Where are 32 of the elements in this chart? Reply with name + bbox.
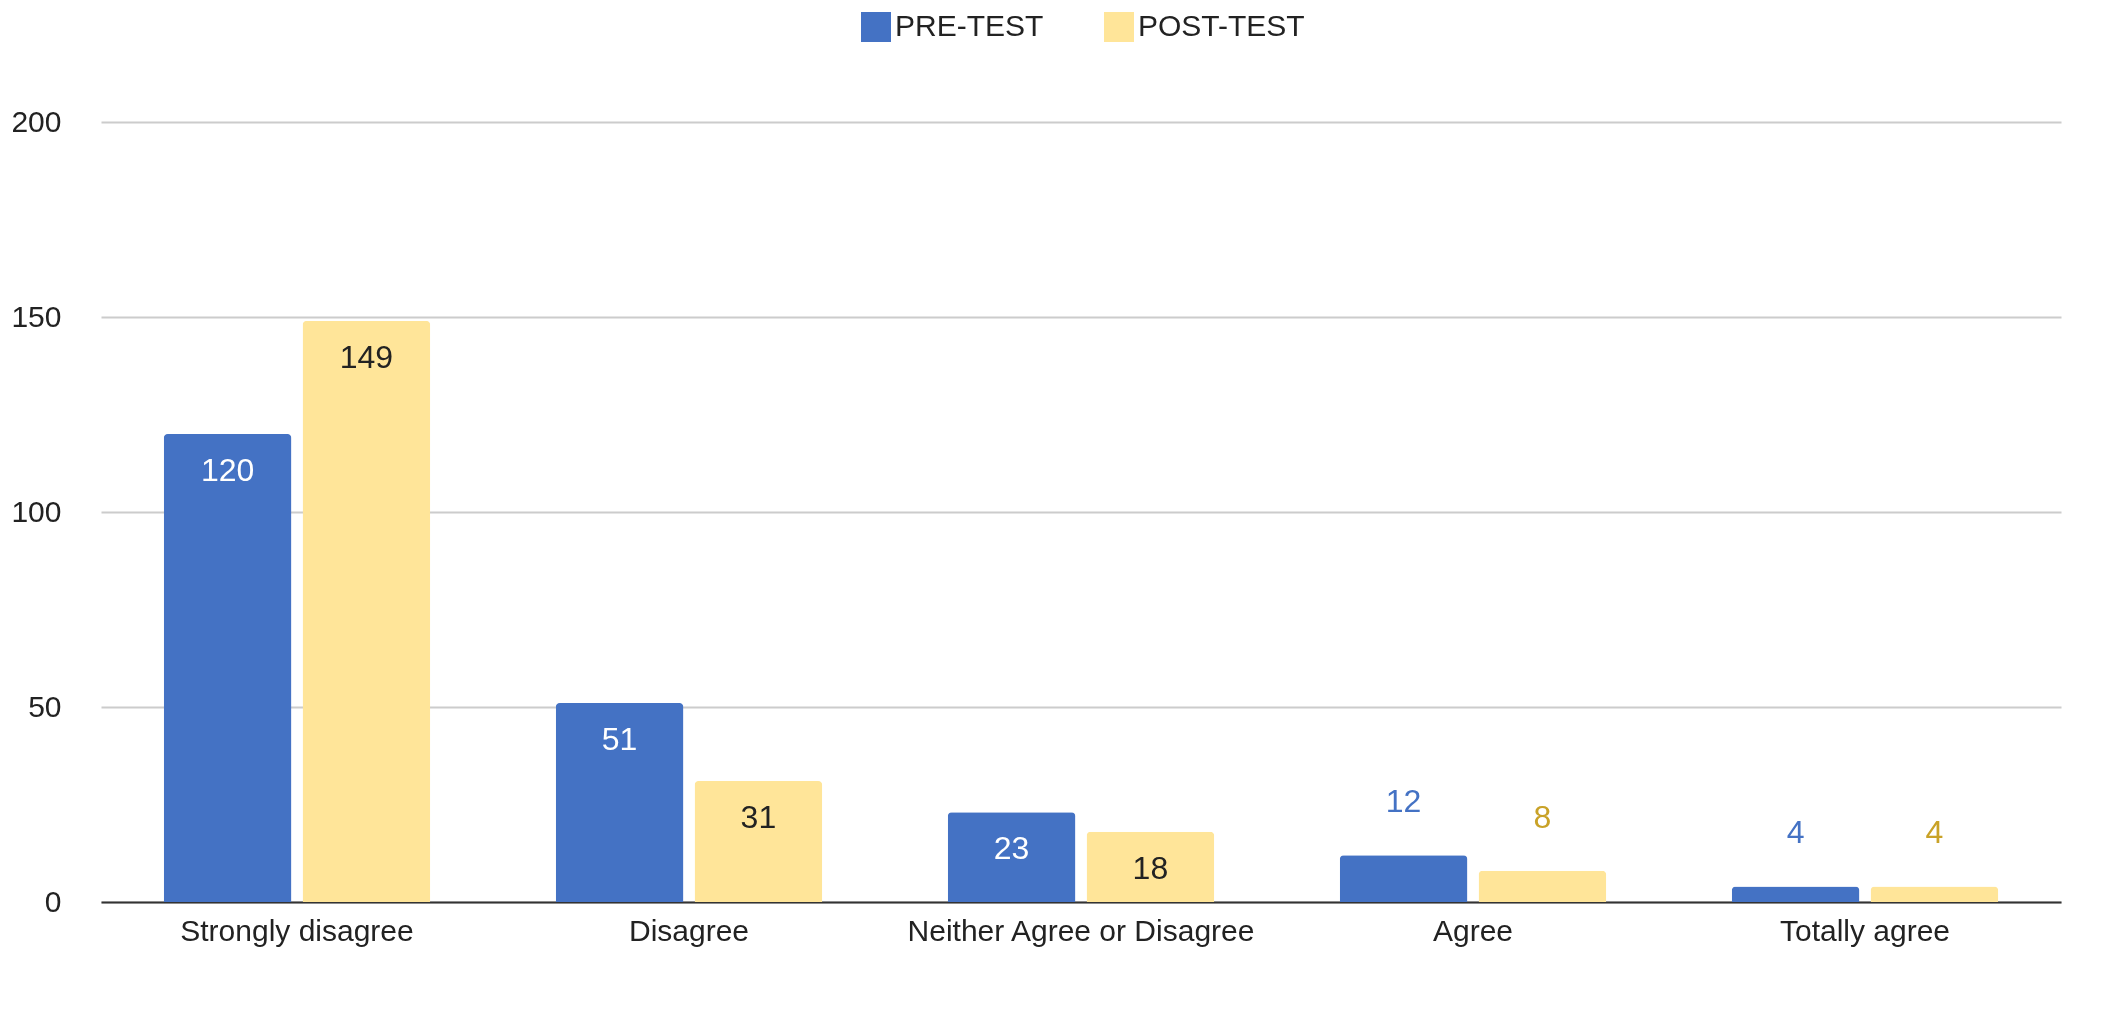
data-label: 23 (993, 830, 1030, 867)
y-tick-label: 50 (28, 689, 62, 723)
y-tick-label: 100 (11, 494, 62, 528)
bar (694, 781, 823, 902)
data-label: 18 (1132, 849, 1169, 886)
bar (302, 320, 431, 902)
x-tick-label: Neither Agree or Disagree (907, 913, 1255, 947)
bar (1478, 870, 1607, 902)
bar (1731, 886, 1860, 902)
bar (1339, 855, 1468, 902)
x-tick-label: Disagree (628, 913, 750, 947)
bar (555, 703, 684, 902)
bar (1870, 886, 1999, 902)
legend-label: POST-TEST (1138, 9, 1305, 42)
bar (947, 812, 1076, 902)
x-tick-label: Totally agree (1779, 913, 1951, 947)
x-tick-label: Strongly disagree (180, 913, 414, 947)
y-tick-label: 200 (11, 104, 62, 138)
data-label: 31 (740, 799, 777, 836)
data-label: 4 (1786, 814, 1805, 851)
legend-label: PRE-TEST (895, 9, 1044, 42)
data-label: 12 (1385, 783, 1422, 820)
data-label: 51 (601, 721, 638, 758)
x-tick-label: Agree (1432, 913, 1514, 947)
bar (163, 434, 292, 902)
data-label: 8 (1533, 798, 1552, 835)
data-label: 149 (339, 338, 394, 375)
bar (1086, 831, 1215, 902)
data-label: 4 (1925, 814, 1944, 851)
y-tick-label: 0 (44, 884, 62, 918)
y-tick-label: 150 (11, 299, 62, 333)
data-label: 120 (200, 452, 255, 488)
